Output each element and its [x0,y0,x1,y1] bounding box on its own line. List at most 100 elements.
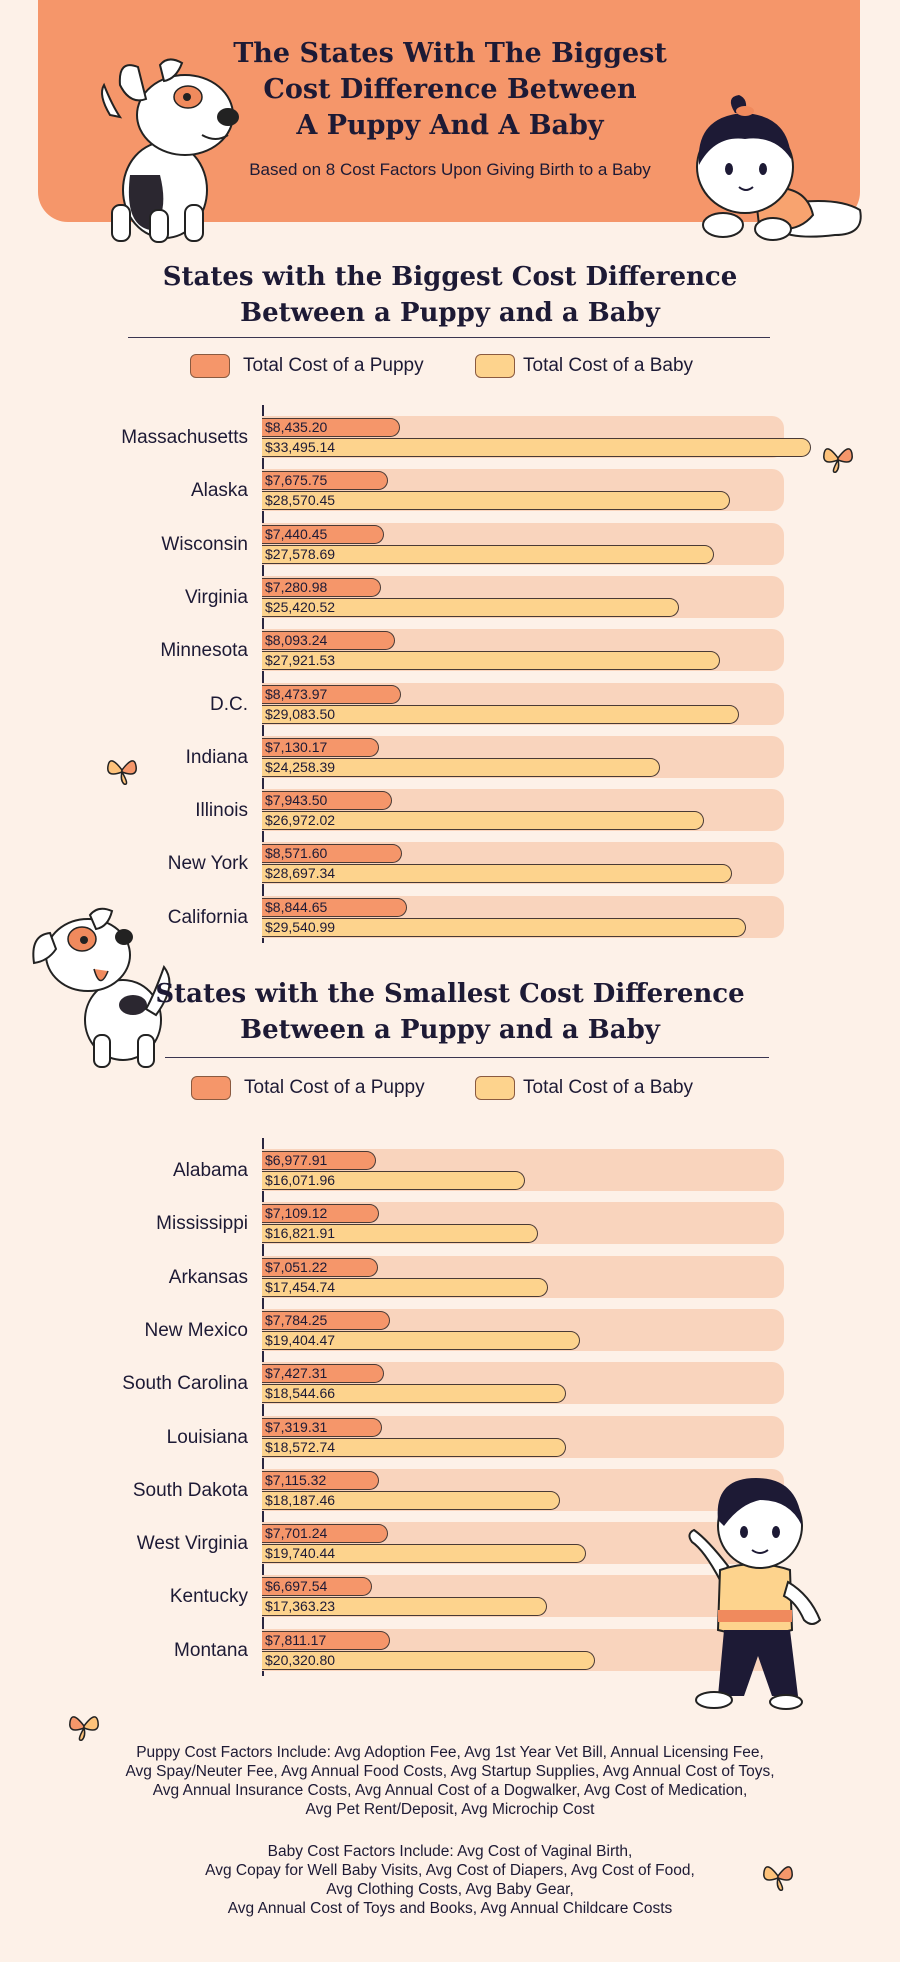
bar-puppy-cost [262,577,381,597]
bar-baby-cost [262,757,660,777]
note-line: Avg Annual Cost of Toys and Books, Avg A… [227,1900,673,1917]
bar-puppy-cost [262,791,392,811]
data-label-puppy: $7,130.17 [265,738,328,755]
category-label: Massachusetts [121,427,248,448]
puppy-cost-factors-note: Puppy Cost Factors Include: Avg Adoption… [60,1743,840,1819]
bar-puppy-cost [262,1364,384,1384]
bar-baby-cost [262,491,730,511]
data-label-puppy: $7,427.31 [265,1365,328,1382]
bar-puppy-cost [262,524,384,544]
dog-illustration [32,907,171,1068]
chart-1-title-line-1: States with the Biggest Cost Difference [162,262,738,292]
category-label: New Mexico [144,1319,248,1341]
bar-puppy-cost [262,418,400,437]
data-label-baby: $16,071.96 [265,1172,336,1188]
bar-puppy-cost [262,1524,388,1544]
data-label-baby: $19,740.44 [265,1545,336,1562]
page-title-line-3: A Puppy And A Baby [296,110,604,141]
bar-puppy-cost [262,471,388,491]
bar-puppy-cost [262,737,379,757]
data-label-puppy: $7,280.98 [265,578,328,595]
bar-puppy-cost [262,1151,376,1170]
category-label: Louisiana [166,1426,248,1448]
page-title-line-2: Cost Difference Between [263,74,637,105]
bar-baby-cost [262,544,714,564]
data-label-puppy: $7,811.17 [265,1631,327,1648]
bar-baby-cost [262,651,720,671]
note-line: Avg Clothing Costs, Avg Baby Gear, [326,1881,574,1898]
chart-1-biggest-difference: Massachusetts $8,435.20 $33,495.14 Alaska $7… [0,405,900,945]
page-subtitle: Based on 8 Cost Factors Upon Giving Birt… [249,160,651,179]
bar-baby-cost [262,1490,560,1510]
dog-illustration [101,58,239,243]
data-label-puppy: $8,435.20 [265,419,328,435]
data-label-baby: $17,363.23 [265,1598,336,1615]
legend-swatch-puppy [191,1076,231,1100]
bar-baby-cost [262,917,746,937]
note-line: Avg Spay/Neuter Fee, Avg Annual Food Cos… [125,1763,775,1780]
data-label-puppy: $8,473.97 [265,685,328,702]
y-axis-line [262,1138,264,1676]
data-label-baby: $26,972.02 [265,812,336,829]
bar-baby-cost [262,1597,547,1617]
note-line: Avg Annual Insurance Costs, Avg Annual C… [152,1782,748,1799]
category-label: Illinois [195,800,248,822]
data-label-puppy: $8,571.60 [265,845,328,862]
butterfly-icon [763,1866,793,1891]
category-label: Montana [174,1639,248,1661]
bar-baby-cost [262,1384,566,1404]
data-label-puppy: $7,675.75 [265,472,328,489]
data-label-baby: $24,258.39 [265,758,336,775]
bar-baby-cost [262,811,704,831]
data-label-baby: $20,320.80 [265,1651,336,1668]
data-label-baby: $33,495.14 [265,439,336,455]
data-label-puppy: $7,784.25 [265,1311,328,1328]
y-axis-line [262,405,264,943]
data-label-baby: $28,570.45 [265,492,336,509]
bar-puppy-cost [262,1470,379,1490]
data-label-baby: $18,572.74 [265,1438,336,1455]
data-label-puppy: $6,977.91 [265,1152,328,1168]
data-label-puppy: $7,051.22 [265,1258,328,1275]
category-label: Mississippi [156,1213,248,1235]
chart-2-smallest-difference: Alabama $6,977.91 $16,071.96 Mississippi $7,… [0,1138,900,1678]
category-label: West Virginia [136,1533,248,1555]
page-title-line-1: The States With The Biggest [233,38,667,69]
data-label-puppy: $7,943.50 [265,792,328,809]
section-divider [128,337,770,338]
baby-illustration [688,1478,822,1710]
bar-puppy-cost [262,1630,390,1650]
legend-swatch-baby [475,354,515,378]
bar-baby-cost [262,438,811,457]
section-divider [165,1057,769,1058]
data-label-puppy: $7,109.12 [265,1205,328,1222]
bar-puppy-cost [262,1310,390,1330]
data-label-baby: $25,420.52 [265,598,336,615]
chart-2-title-line-1: States with the Smallest Cost Difference [155,979,745,1009]
bar-baby-cost [262,1650,595,1670]
bar-puppy-cost [262,1204,379,1224]
bar-baby-cost [262,1437,566,1457]
category-label: Virginia [184,586,248,608]
baby-cost-factors-note: Baby Cost Factors Include: Avg Cost of V… [60,1842,840,1918]
note-line: Avg Copay for Well Baby Visits, Avg Cost… [205,1862,695,1879]
legend-label-baby: Total Cost of a Baby [523,1077,694,1098]
data-label-baby: $29,083.50 [265,705,336,722]
bar-baby-cost [262,864,732,884]
butterfly-icon [823,448,853,473]
category-label: Indiana [185,746,248,768]
legend-swatch-baby [475,1076,515,1100]
bar-puppy-cost [262,1577,372,1597]
chart-1-legend: Total Cost of a Puppy Total Cost of a Ba… [0,354,900,384]
category-label: Kentucky [169,1586,248,1608]
baby-illustration [696,95,862,241]
bar-puppy-cost [262,684,401,704]
bar-puppy-cost [262,1257,378,1277]
bar-puppy-cost [262,897,407,917]
data-label-baby: $27,578.69 [265,545,336,562]
chart-2-title-line-2: Between a Puppy and a Baby [240,1015,660,1045]
note-line: Avg Pet Rent/Deposit, Avg Microchip Cost [305,1801,595,1818]
data-label-puppy: $8,093.24 [265,632,328,649]
data-label-puppy: $7,115.32 [265,1471,327,1488]
bar-baby-cost [262,597,679,617]
